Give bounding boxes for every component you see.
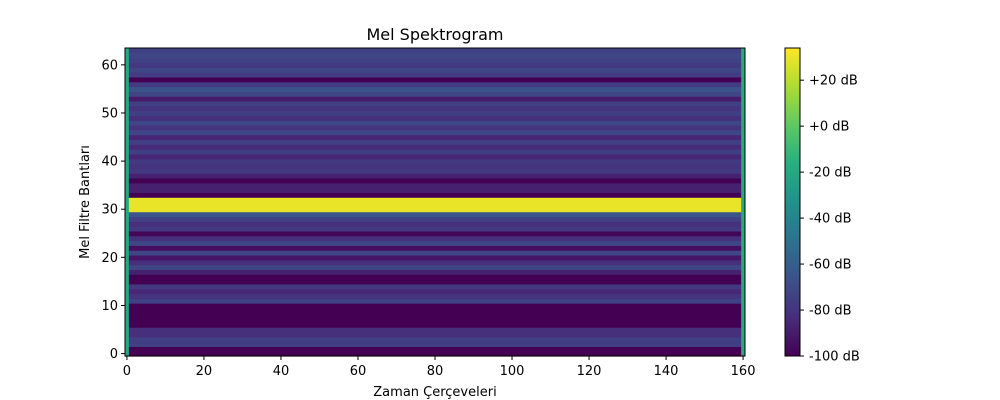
mel-band-row [125, 240, 745, 246]
mel-band-row [125, 269, 745, 275]
mel-band-row [125, 134, 745, 141]
mel-band-row [125, 139, 745, 145]
mel-band-row [125, 221, 745, 227]
mel-band-row [125, 327, 745, 333]
colorbar [784, 47, 801, 357]
mel-band-row [125, 288, 745, 295]
mel-band-row [125, 72, 745, 78]
chart-title: Mel Spektrogram [366, 25, 503, 44]
mel-band-row [125, 197, 745, 203]
mel-band-row [125, 67, 745, 73]
mel-band-row [125, 57, 745, 64]
mel-band-row [125, 336, 745, 343]
mel-band-row [125, 163, 745, 169]
mel-band-row [125, 235, 745, 242]
mel-band-row [125, 86, 745, 92]
y-tick-label: 10 [101, 299, 118, 314]
mel-band-row [125, 76, 745, 83]
mel-band-row [125, 125, 745, 131]
y-tick-label: 0 [110, 347, 118, 362]
mel-band-row [125, 187, 745, 193]
mel-band-row [125, 153, 745, 160]
mel-band-row [125, 283, 745, 290]
mel-band-row [125, 250, 745, 256]
x-axis-label: Zaman Çerçeveleri [373, 385, 496, 400]
y-tick-label: 60 [101, 58, 118, 73]
mel-band-row [125, 110, 745, 116]
mel-band-row [125, 259, 745, 266]
mel-band-row [125, 245, 745, 251]
y-axis: 0 10 20 30 40 50 60 [101, 58, 125, 362]
mel-band-row [125, 52, 745, 59]
mel-band-row [125, 177, 745, 184]
heatmap-area [125, 48, 745, 357]
x-tick-label: 140 [654, 364, 679, 379]
edge-frame-column [741, 48, 745, 356]
x-tick-label: 80 [427, 364, 444, 379]
y-tick-label: 30 [101, 203, 118, 218]
mel-band-row [125, 115, 745, 121]
mel-band-row [125, 322, 745, 328]
x-tick-label: 20 [196, 364, 213, 379]
x-axis: 0 20 40 60 80 100 120 140 160 [123, 356, 756, 379]
mel-band-row [125, 120, 745, 126]
mel-band-row [125, 341, 745, 347]
colorbar-tick-label: +0 dB [809, 120, 849, 135]
colorbar-axis: +20 dB +0 dB -20 dB -40 dB -60 dB -80 dB -100 … [800, 74, 860, 365]
mel-band-row [125, 274, 745, 280]
mel-band-row [125, 317, 745, 323]
mel-band-row [125, 211, 745, 218]
mel-band-row [125, 293, 745, 299]
y-tick-label: 40 [101, 155, 118, 170]
colorbar-tick-label: -80 dB [809, 304, 852, 319]
mel-band-row [125, 62, 745, 68]
mel-band-row [125, 303, 745, 309]
x-tick-label: 160 [731, 364, 756, 379]
colorbar-tick-label: -60 dB [809, 258, 852, 273]
mel-band-row [125, 158, 745, 165]
mel-band-row [125, 144, 745, 150]
mel-band-row [125, 230, 745, 237]
mel-band-row [125, 81, 745, 88]
mel-band-row [125, 91, 745, 97]
mel-band-row [125, 192, 745, 198]
mel-band-row [125, 105, 745, 112]
mel-band-row [125, 96, 745, 102]
x-tick-label: 100 [500, 364, 525, 379]
mel-band-row [125, 312, 745, 319]
mel-band-row [125, 226, 745, 232]
mel-band-row [125, 202, 745, 208]
mel-band-row [125, 279, 745, 285]
y-axis-label: Mel Filtre Bantları [78, 145, 93, 259]
mel-band-row [125, 182, 745, 189]
mel-band-row [125, 129, 745, 136]
mel-band-row [125, 254, 745, 261]
mel-band-row [125, 346, 745, 352]
mel-band-row [125, 100, 745, 107]
colorbar-tick-label: -40 dB [809, 212, 852, 227]
x-tick-label: 60 [350, 364, 367, 379]
y-tick-label: 50 [101, 106, 118, 121]
colorbar-tick-label: -100 dB [809, 350, 860, 365]
mel-band-row [125, 264, 745, 270]
colorbar-tick-label: -20 dB [809, 166, 852, 181]
mel-band-row [125, 168, 745, 174]
mel-band-row [125, 351, 745, 357]
mel-band-row [125, 206, 745, 213]
mel-band-row [125, 216, 745, 222]
mel-band-row [125, 331, 745, 338]
x-tick-label: 40 [273, 364, 290, 379]
mel-band-row [125, 173, 745, 179]
mel-band-row [125, 307, 745, 314]
edge-frame-column [125, 48, 129, 356]
colorbar-tick-label: +20 dB [809, 74, 858, 89]
x-tick-label: 0 [123, 364, 131, 379]
mel-band-row [125, 298, 745, 304]
y-tick-label: 20 [101, 251, 118, 266]
mel-band-row [125, 48, 745, 54]
mel-band-row [125, 149, 745, 155]
x-tick-label: 120 [577, 364, 602, 379]
